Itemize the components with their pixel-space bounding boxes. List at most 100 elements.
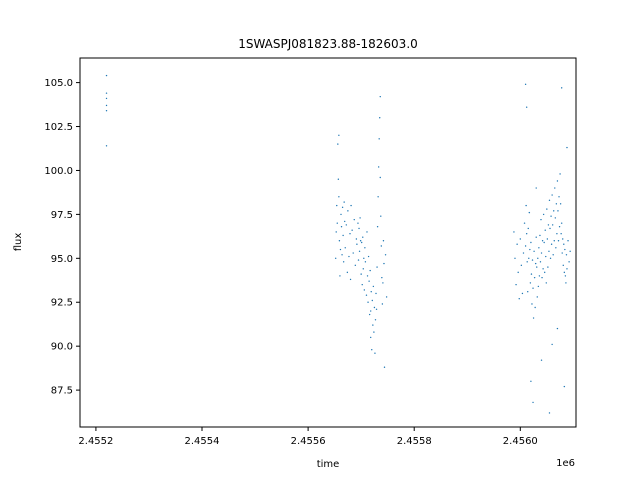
data-point: [559, 173, 561, 175]
data-point: [362, 268, 364, 270]
data-point: [349, 278, 352, 281]
data-point: [105, 97, 108, 100]
data-point: [543, 241, 545, 244]
data-point: [557, 210, 559, 212]
data-point: [560, 87, 563, 89]
data-point: [367, 255, 370, 258]
data-point: [533, 250, 535, 252]
data-point: [553, 210, 555, 212]
data-point: [566, 268, 568, 270]
data-point: [336, 222, 338, 224]
data-point: [546, 238, 549, 240]
y-tick-label: 90.0: [51, 342, 73, 353]
data-point: [532, 401, 534, 404]
data-point: [340, 225, 343, 228]
data-point: [349, 233, 351, 235]
data-point: [105, 104, 108, 107]
data-point: [540, 218, 542, 221]
data-point: [383, 366, 386, 368]
data-point: [517, 271, 519, 274]
data-point: [521, 292, 524, 295]
data-point: [355, 238, 358, 240]
x-tick-label: 2.4554: [185, 436, 220, 447]
data-point: [366, 275, 369, 277]
data-point: [364, 247, 366, 249]
data-point: [544, 229, 546, 231]
data-point: [545, 282, 547, 284]
data-point: [528, 211, 531, 214]
data-point: [561, 252, 563, 254]
data-point: [563, 385, 566, 388]
data-point: [527, 291, 529, 293]
x-tick-label: 2.4560: [503, 436, 538, 447]
data-point: [538, 247, 540, 249]
data-point: [520, 264, 523, 267]
data-point: [567, 240, 569, 242]
y-axis-ticks: 87.5 90.0 92.5 95.0 97.5 100.0 102.5 105.0: [44, 78, 80, 397]
data-point: [531, 259, 534, 261]
data-point: [367, 301, 369, 303]
data-point: [540, 252, 543, 254]
data-point: [550, 215, 552, 217]
data-point: [370, 336, 372, 339]
data-point: [338, 196, 340, 198]
data-point: [375, 308, 378, 310]
data-point: [523, 222, 526, 224]
data-point: [342, 234, 344, 237]
data-point: [532, 287, 534, 289]
data-point: [555, 203, 558, 205]
data-point: [513, 231, 515, 233]
data-point: [360, 273, 362, 275]
y-axis-label: flux: [13, 233, 24, 252]
data-point: [535, 187, 537, 189]
data-point: [358, 227, 360, 230]
data-point: [560, 222, 563, 224]
data-point: [347, 210, 349, 212]
data-point: [518, 298, 520, 300]
data-point: [556, 327, 559, 330]
data-point: [337, 143, 339, 145]
data-point: [357, 259, 360, 261]
y-tick-label: 92.5: [51, 298, 73, 309]
data-point: [528, 257, 530, 260]
data-point: [377, 196, 379, 198]
data-point: [553, 240, 555, 242]
data-point: [558, 196, 560, 198]
data-point: [361, 283, 363, 286]
data-point: [535, 236, 537, 238]
data-point: [549, 227, 551, 230]
data-point: [346, 271, 349, 274]
data-point: [381, 276, 383, 279]
data-point: [378, 138, 380, 140]
data-point: [524, 245, 527, 247]
data-point: [374, 319, 377, 321]
data-point: [338, 134, 340, 137]
data-point: [341, 206, 344, 209]
data-point: [546, 208, 548, 210]
data-point: [369, 269, 371, 272]
x-axis-offset-label: 1e6: [556, 458, 575, 469]
data-point: [385, 296, 388, 298]
y-tick-label: 100.0: [44, 166, 73, 177]
data-point: [336, 204, 338, 207]
data-point: [373, 306, 376, 309]
data-point: [354, 264, 357, 267]
data-point: [384, 254, 387, 256]
data-point: [380, 215, 382, 217]
data-point: [541, 276, 543, 279]
data-point: [552, 254, 554, 256]
data-point: [370, 310, 372, 312]
data-point: [540, 359, 543, 361]
data-point: [545, 255, 547, 258]
data-point: [568, 261, 570, 263]
data-point: [566, 146, 568, 149]
data-points: [105, 74, 571, 414]
data-point: [352, 252, 354, 254]
data-point: [382, 282, 384, 284]
x-tick-label: 2.4558: [397, 436, 432, 447]
data-point: [530, 380, 532, 383]
data-point: [547, 266, 549, 268]
data-point: [368, 313, 371, 316]
data-point: [525, 233, 528, 235]
data-point: [526, 261, 528, 263]
